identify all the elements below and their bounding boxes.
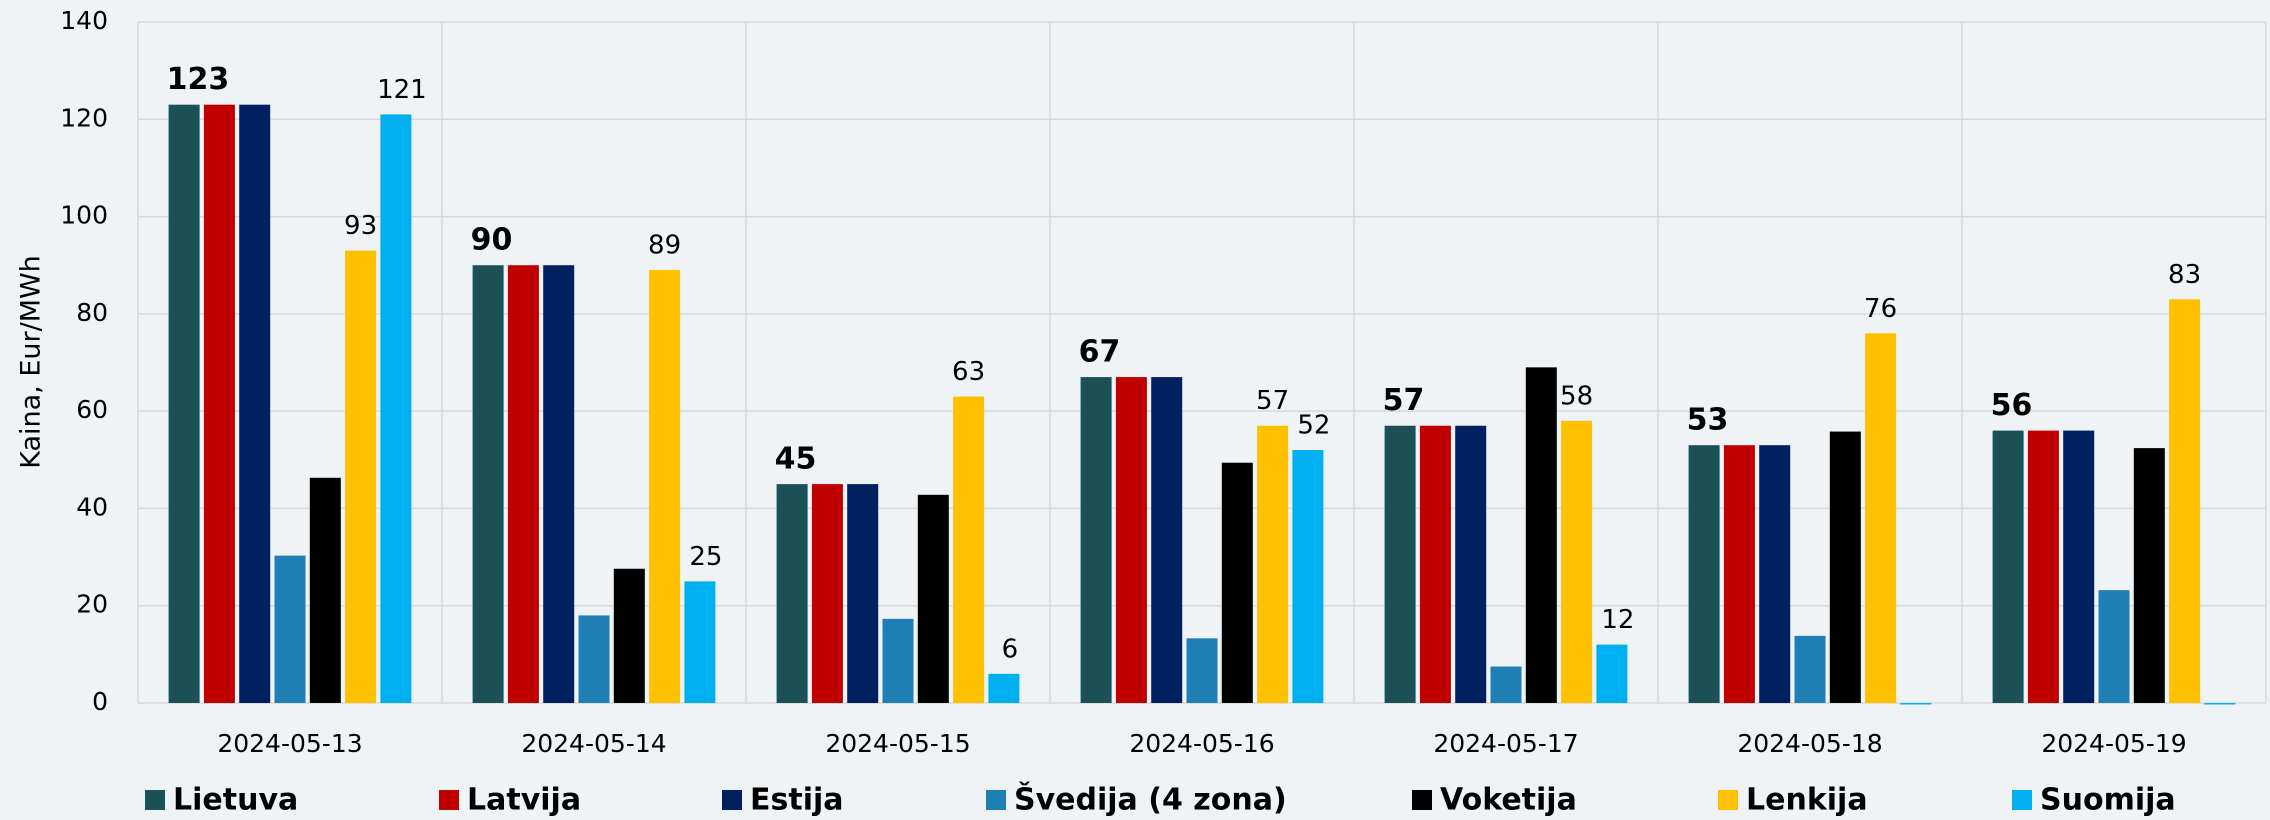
bar [1455,425,1487,703]
data-label: 67 [1079,335,1121,370]
legend-swatch [1412,790,1432,810]
data-label: 121 [377,75,427,105]
legend-swatch [986,790,1006,810]
bar [1221,462,1253,703]
x-tick-label: 2024-05-18 [1737,729,1882,758]
bar [953,396,985,703]
x-tick-label: 2024-05-14 [521,729,666,758]
y-tick-label: 100 [60,201,108,230]
bar [1384,425,1416,703]
data-label: 45 [775,442,817,477]
bar [917,494,949,703]
legend-label: Švedija (4 zona) [1014,781,1287,818]
bar [1257,425,1289,703]
bar [1865,333,1897,703]
bar [1561,420,1593,703]
bar [1723,445,1755,703]
y-tick-label: 120 [60,103,108,132]
bar [2133,448,2165,703]
bar [168,104,200,703]
legend-swatch [2012,790,2032,810]
bar [380,114,412,703]
bar [2063,430,2095,703]
bar [1151,377,1183,703]
bar [274,555,306,703]
legend-swatch [722,790,742,810]
bar [1596,644,1628,703]
y-tick-label: 40 [76,492,108,521]
bar [2204,703,2236,705]
y-tick-label: 80 [76,298,108,327]
data-label: 63 [952,357,985,387]
bar [1115,377,1147,703]
data-label: 56 [1991,388,2033,423]
y-tick-label: 60 [76,395,108,424]
bar [811,484,843,703]
bar [1080,377,1112,703]
bar [1525,367,1557,703]
legend-label: Latvija [467,783,581,818]
legend-label: Lenkija [1746,783,1868,818]
bar [1292,450,1324,703]
bar [649,270,681,703]
bar [2169,299,2201,703]
bar [472,265,504,703]
bar [1992,430,2024,703]
bar [203,104,235,703]
data-label: 53 [1687,403,1729,438]
legend-label: Estija [750,783,844,818]
bar [543,265,575,703]
bar [239,104,271,703]
bar [776,484,808,703]
bar [882,618,914,703]
y-tick-label: 0 [92,687,108,716]
data-label: 6 [1002,634,1019,664]
bar [1759,445,1791,703]
bar [684,581,716,703]
legend-swatch [439,790,459,810]
bar [309,477,341,703]
bar [507,265,539,703]
bar [578,615,610,703]
data-label: 90 [471,223,513,258]
bar [1186,638,1218,703]
data-label: 52 [1297,411,1330,441]
legend-label: Voketija [1440,783,1577,818]
data-label: 57 [1256,386,1289,416]
x-tick-label: 2024-05-15 [825,729,970,758]
bar [1829,431,1861,703]
bar [345,250,377,703]
y-tick-label: 140 [60,6,108,35]
x-tick-label: 2024-05-16 [1129,729,1274,758]
bar [1794,635,1826,703]
bar [1688,445,1720,703]
y-tick-label: 20 [76,590,108,619]
x-tick-label: 2024-05-19 [2041,729,2186,758]
legend-label: Suomija [2040,783,2176,818]
bar [1490,666,1522,703]
data-label: 76 [1864,294,1897,324]
bar [1900,703,1932,705]
data-label: 57 [1383,383,1425,418]
bar [2098,590,2130,703]
bar [847,484,879,703]
bar [988,673,1020,703]
data-label: 58 [1560,381,1593,411]
data-label: 12 [1601,605,1634,635]
legend-swatch [145,790,165,810]
data-label: 123 [167,62,230,97]
bar [613,568,645,703]
data-label: 93 [344,211,377,241]
data-label: 89 [648,231,681,261]
y-axis-label: Kaina, Eur/MWh [16,255,47,469]
data-label: 25 [689,542,722,572]
bar [1419,425,1451,703]
x-tick-label: 2024-05-17 [1433,729,1578,758]
legend-label: Lietuva [173,783,298,818]
data-label: 83 [2168,260,2201,290]
legend-swatch [1718,790,1738,810]
bar [2027,430,2059,703]
x-tick-label: 2024-05-13 [217,729,362,758]
